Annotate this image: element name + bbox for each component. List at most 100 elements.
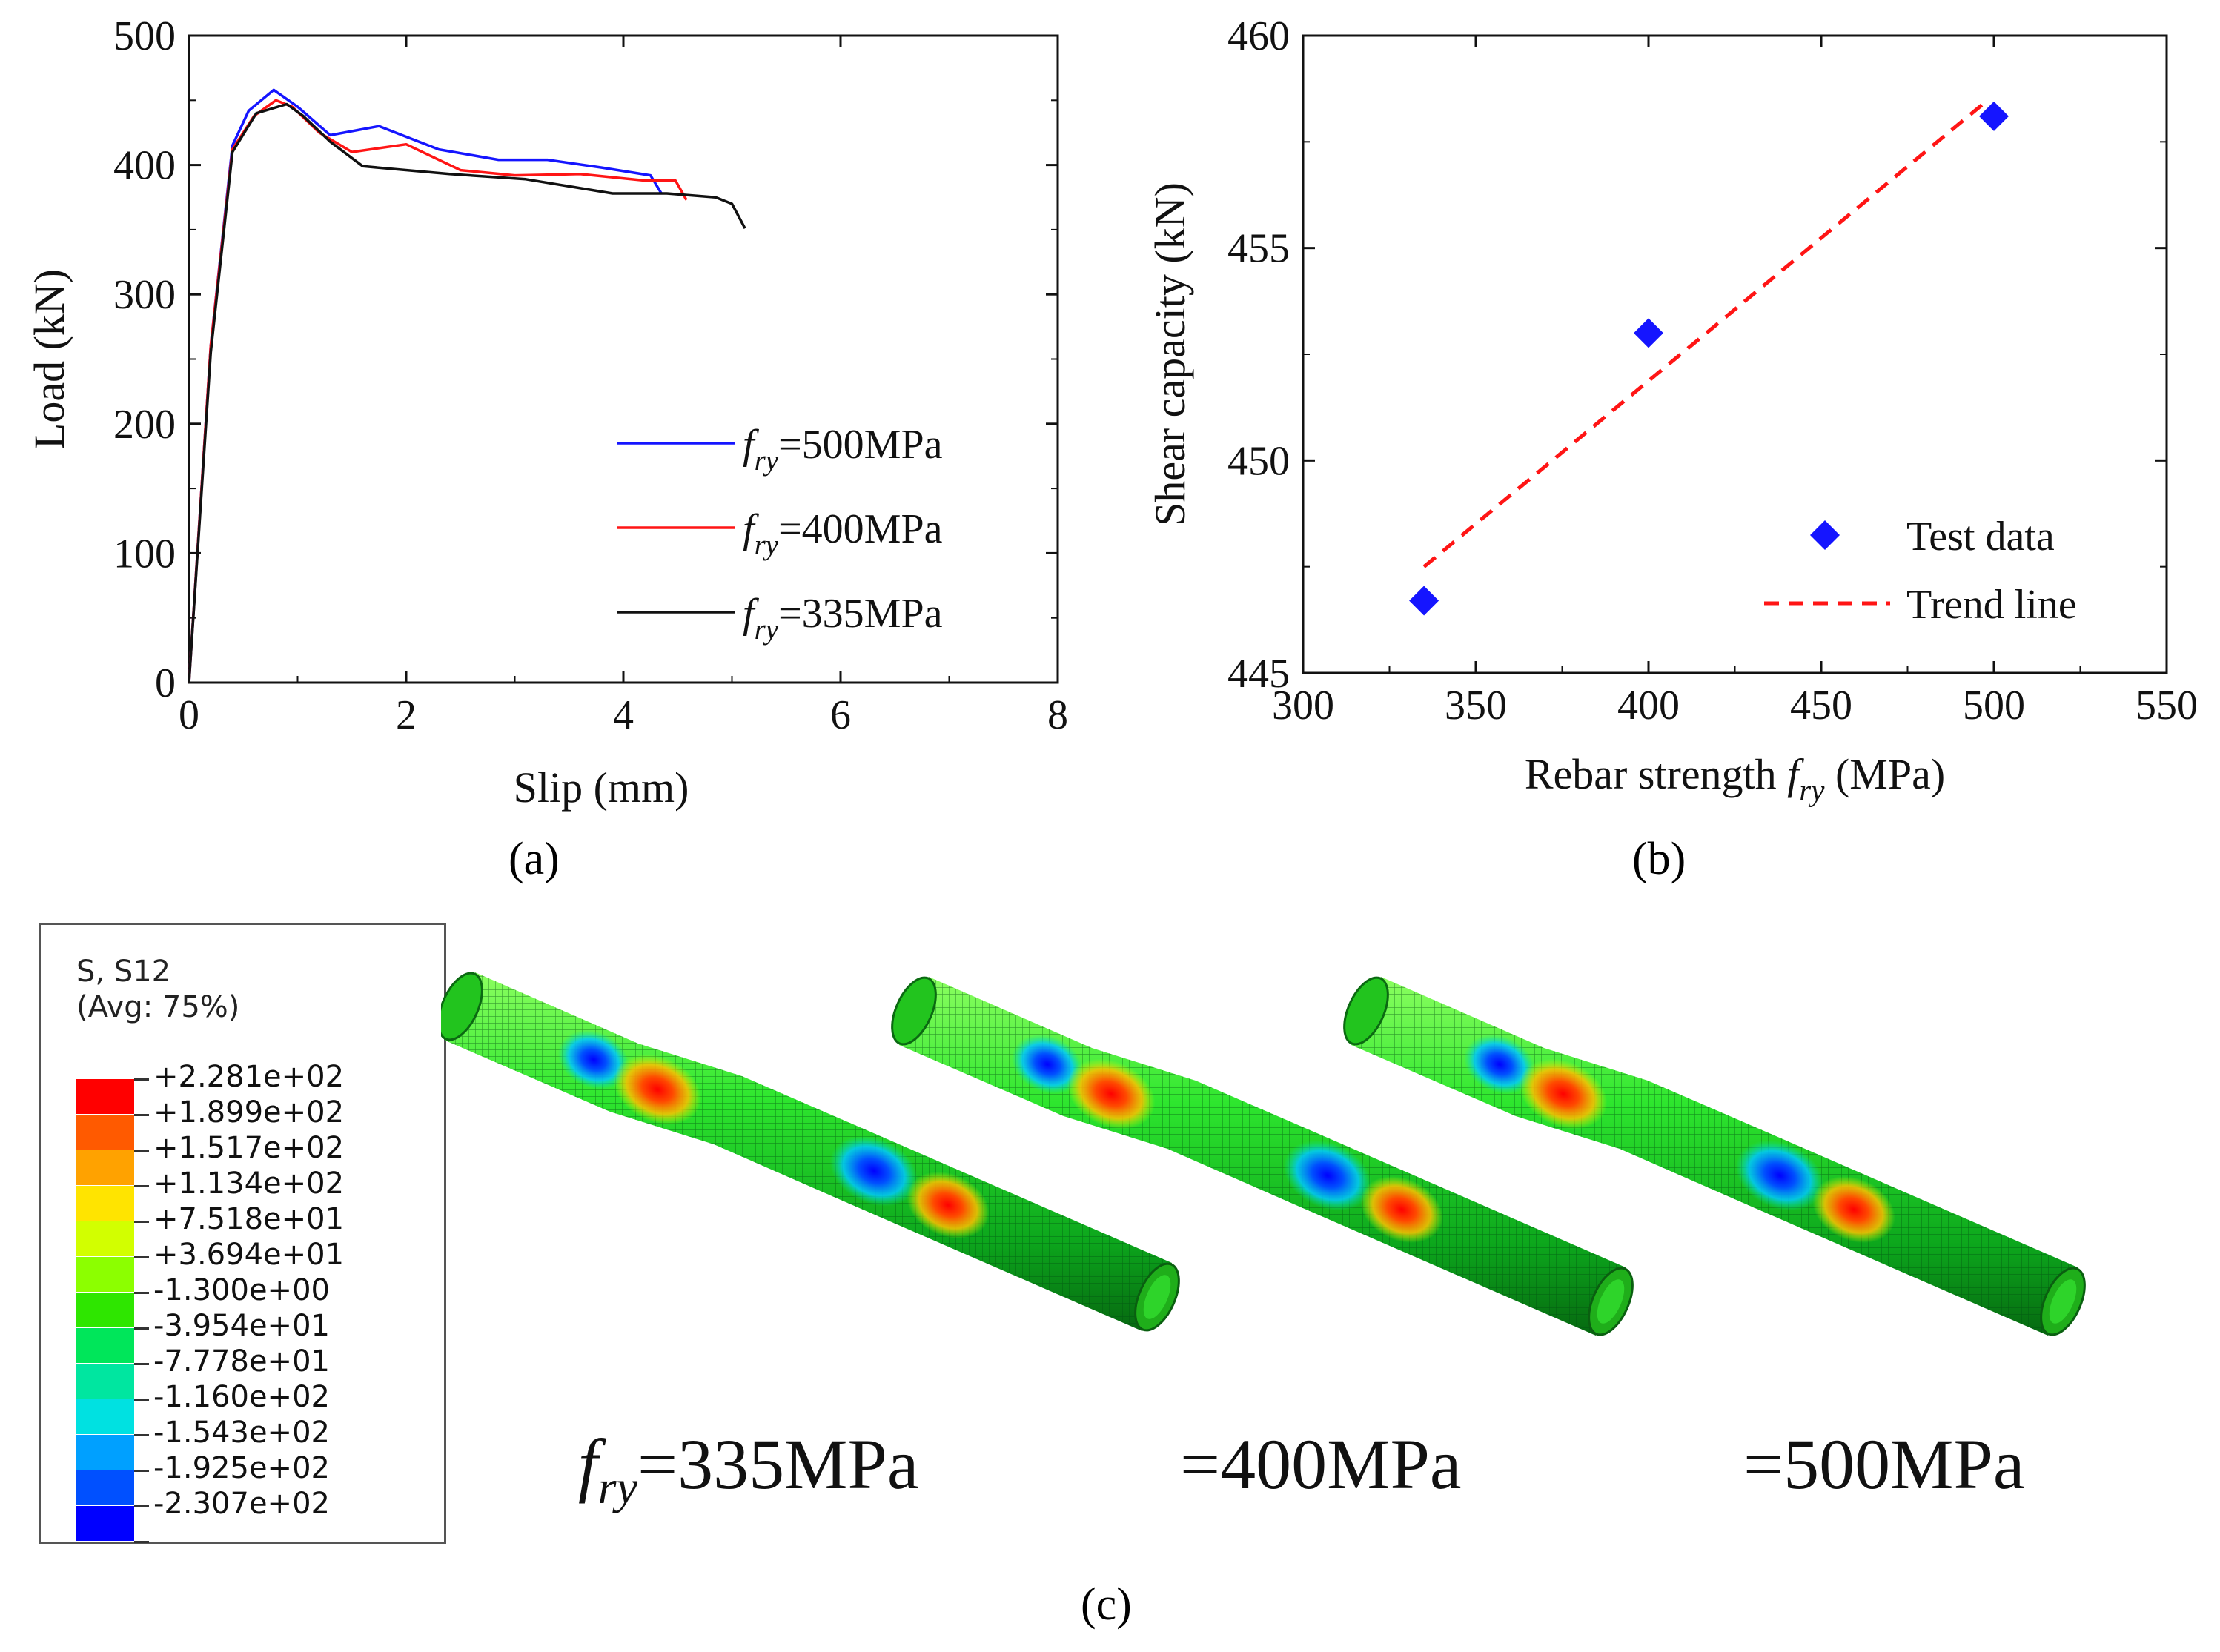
- legend-label-a-suffix: =500MPa: [778, 422, 943, 468]
- legend-color-block: [76, 1150, 134, 1185]
- y-axis-label-b: Shear capacity (kN): [1146, 182, 1194, 526]
- x-axis-label-b-suffix: (MPa): [1824, 750, 1945, 798]
- legend-value: +1.134e+02: [153, 1167, 345, 1201]
- rebar-500: [1334, 969, 2095, 1343]
- x-tick-label-a: 4: [613, 692, 634, 738]
- data-point-diamond: [1634, 318, 1663, 348]
- y-tick-label-b: 450: [1227, 438, 1290, 484]
- plot-frame-b: [1302, 34, 2168, 674]
- legend-tick: [134, 1114, 149, 1116]
- legend-color-block: [76, 1257, 134, 1292]
- legend-value: -1.925e+02: [153, 1451, 330, 1485]
- x-tick-label-b: 550: [2135, 683, 2198, 729]
- legend-value: -3.954e+01: [153, 1309, 330, 1343]
- contour-legend: S, S12 (Avg: 75%) +2.281e+02 +1.899e+02 +1…: [39, 923, 446, 1544]
- chart-b-shear-capacity: 300 350 400 450 500 550 445 450 455 460 Rebar stre…: [1146, 13, 2198, 807]
- legend-tick: [134, 1434, 149, 1436]
- legend-label-a: fry=335MPa: [743, 591, 943, 646]
- trend-line: [1422, 102, 1985, 568]
- y-tick-label-a: 200: [113, 402, 176, 448]
- y-tick-label-b: 445: [1227, 651, 1290, 697]
- legend-value: +3.694e+01: [153, 1238, 345, 1272]
- legend-label-a-sub: ry: [755, 529, 779, 561]
- legend-value: -1.543e+02: [153, 1416, 330, 1450]
- y-tick-label-a: 0: [155, 660, 176, 706]
- legend-color-block: [76, 1221, 134, 1256]
- x-axis-label-b: Rebar strength fry (MPa): [1525, 750, 1945, 807]
- data-point-diamond: [1979, 101, 2009, 131]
- y-tick-label-a: 500: [113, 13, 176, 59]
- series-line-400MPa: [188, 99, 688, 683]
- legend-tick: [134, 1221, 149, 1223]
- legend-value: +7.518e+01: [153, 1202, 345, 1236]
- x-tick-label-a: 0: [179, 692, 199, 738]
- legend-color-block: [76, 1364, 134, 1399]
- legend-tick: [134, 1541, 149, 1543]
- chart-a-load-slip: 0 2 4 6 8 0 100 200 300 400 500 Slip (mm) Load (kN) f…: [25, 13, 1068, 812]
- legend-value: -2.307e+02: [153, 1487, 330, 1521]
- legend-value: +2.281e+02: [153, 1060, 345, 1094]
- legend-value: -1.300e+00: [153, 1273, 330, 1307]
- panel-label-a: (a): [508, 834, 560, 884]
- x-tick-label-b: 350: [1445, 683, 1507, 729]
- x-tick-label-b: 400: [1617, 683, 1680, 729]
- y-tick-label-a: 400: [113, 143, 176, 189]
- rebar-335: [441, 965, 1189, 1338]
- legend-title-variable: S, S12: [76, 955, 171, 989]
- legend-label-a: fry=400MPa: [743, 506, 943, 561]
- legend-value: -1.160e+02: [153, 1380, 330, 1414]
- x-tick-label-a: 6: [830, 692, 851, 738]
- legend-tick: [134, 1078, 149, 1081]
- legend-tick: [134, 1363, 149, 1365]
- legend-value: +1.517e+02: [153, 1131, 345, 1165]
- x-tick-label-b: 300: [1272, 683, 1334, 729]
- legend-color-block: [76, 1079, 134, 1114]
- y-tick-label-b: 460: [1227, 13, 1290, 59]
- caption-sub-ry: ry: [597, 1461, 637, 1514]
- legend-tick: [134, 1327, 149, 1330]
- legend-value: -7.778e+01: [153, 1344, 330, 1379]
- x-tick-label-b: 500: [1963, 683, 2025, 729]
- y-tick-label-a: 300: [113, 272, 176, 318]
- legend-color-block: [76, 1435, 134, 1470]
- legend-color-block: [76, 1506, 134, 1541]
- legend-label-a-suffix: =335MPa: [778, 591, 943, 637]
- x-tick-label-b: 450: [1790, 683, 1852, 729]
- legend-color-block: [76, 1293, 134, 1327]
- caption-400: =400MPa: [1180, 1424, 1462, 1504]
- legend-value: +1.899e+02: [153, 1095, 345, 1129]
- x-axis-label-b-sub: ry: [1799, 773, 1825, 807]
- caption-f-symbol: f: [578, 1424, 598, 1504]
- caption-500: =500MPa: [1743, 1424, 2025, 1504]
- legend-color-block: [76, 1470, 134, 1505]
- legend-tick: [134, 1292, 149, 1294]
- y-tick-label-b: 455: [1227, 226, 1290, 272]
- series-line-500MPa: [188, 88, 663, 683]
- caption-335-value: =335MPa: [637, 1424, 919, 1504]
- series-line-335MPa: [188, 102, 746, 683]
- legend-title-averaging: (Avg: 75%): [76, 990, 240, 1024]
- legend-tick: [134, 1150, 149, 1152]
- y-axis-label-a: Load (kN): [25, 269, 73, 449]
- x-tick-label-a: 2: [396, 692, 417, 738]
- legend-label-trend-line: Trend line: [1906, 582, 2077, 628]
- panel-label-c: (c): [1081, 1579, 1132, 1630]
- y-tick-label-a: 100: [113, 531, 176, 577]
- legend-color-block: [76, 1399, 134, 1434]
- legend-label-a-suffix: =400MPa: [778, 506, 943, 552]
- x-axis-label-b-prefix: Rebar strength: [1525, 750, 1787, 798]
- legend-tick: [134, 1256, 149, 1258]
- data-point-diamond: [1409, 586, 1439, 616]
- legend-label-test-data: Test data: [1906, 514, 2055, 560]
- panel-label-b: (b): [1632, 834, 1686, 884]
- legend-tick: [134, 1505, 149, 1507]
- legend-marker-test-data: [1810, 520, 1840, 550]
- legend-tick: [134, 1470, 149, 1472]
- legend-label-a: fry=500MPa: [743, 422, 943, 477]
- caption-335: fry=335MPa: [578, 1423, 918, 1515]
- legend-color-block: [76, 1328, 134, 1363]
- legend-label-a-sub: ry: [755, 445, 779, 477]
- x-tick-label-a: 8: [1047, 692, 1068, 738]
- legend-color-block: [76, 1115, 134, 1150]
